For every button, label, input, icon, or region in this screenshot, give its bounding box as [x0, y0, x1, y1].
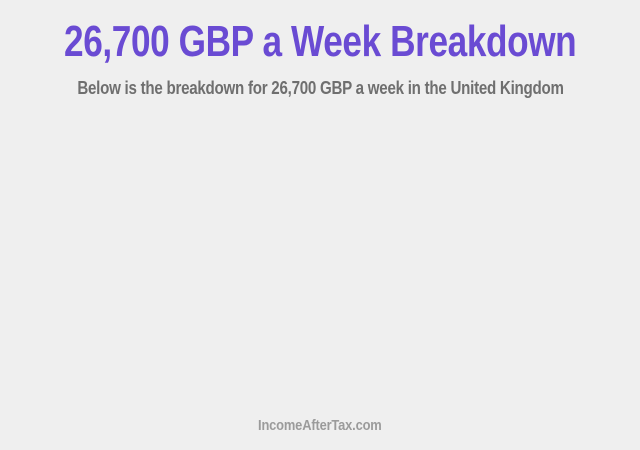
chart-area-empty	[0, 99, 640, 417]
footer-branding: IncomeAfterTax.com	[258, 417, 382, 434]
page-subtitle: Below is the breakdown for 26,700 GBP a …	[76, 78, 564, 98]
page-title: 26,700 GBP a Week Breakdown	[63, 17, 577, 66]
